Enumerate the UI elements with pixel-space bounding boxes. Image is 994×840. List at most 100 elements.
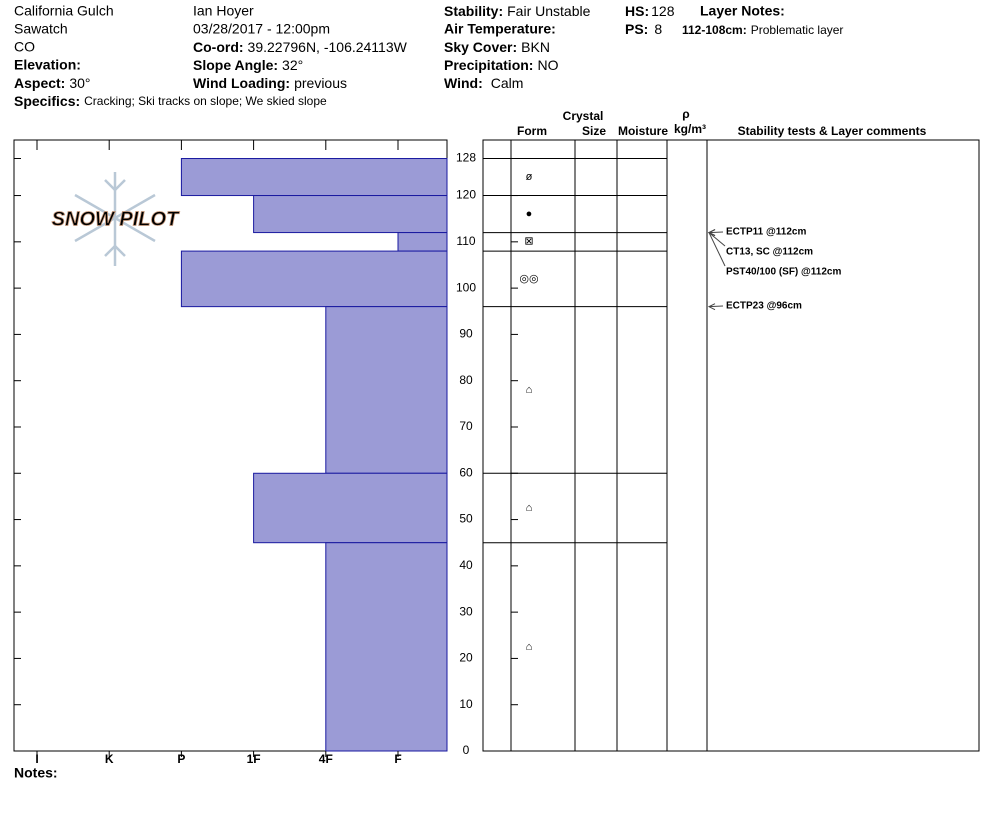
label: Sky Cover: — [444, 39, 517, 55]
hardness-label: P — [177, 752, 185, 766]
aspect: Aspect: 30° — [14, 75, 91, 91]
column-lines — [510, 140, 708, 751]
y-tick-label: 110 — [456, 234, 475, 248]
value: Cracking; Ski tracks on slope; We skied … — [84, 94, 327, 108]
hardness-bar — [180, 250, 448, 308]
y-tick-label: 0 — [463, 743, 470, 757]
observer: Ian Hoyer — [193, 3, 254, 19]
y-tick-label: 30 — [459, 604, 473, 618]
label: PS: — [625, 21, 648, 37]
wind: Wind: Calm — [444, 75, 523, 91]
hardness-bar — [325, 542, 448, 752]
logo-flake — [74, 172, 156, 266]
y-tick-label: 120 — [456, 188, 476, 202]
y-tick-label: 70 — [459, 419, 473, 433]
hardness-label: I — [35, 752, 38, 766]
state: CO — [14, 39, 35, 55]
range: Sawatch — [14, 21, 68, 37]
crystal-form: ⌂ — [526, 384, 533, 396]
crystal-form: ● — [526, 208, 533, 220]
y-tick-label: 10 — [459, 697, 473, 711]
label: Stability: — [444, 3, 503, 19]
stability-test: ECTP11 @112cm — [726, 227, 806, 238]
crystal-form: ⊠ — [524, 236, 533, 248]
arrow-head — [707, 229, 716, 237]
value: BKN — [521, 39, 550, 55]
test-arrow — [708, 305, 724, 308]
note: Problematic layer — [751, 23, 844, 37]
test-arrow — [708, 231, 724, 234]
specifics: Specifics: Cracking; Ski tracks on slope;… — [14, 93, 327, 109]
value: 30° — [69, 75, 90, 91]
hardness-label: K — [105, 752, 114, 766]
elevation-label: Elevation: — [14, 57, 81, 73]
stability-test: ECTP23 @96cm — [726, 301, 802, 312]
value: 39.22796N, -106.24113W — [248, 39, 408, 55]
y-tick-label: 60 — [459, 465, 473, 479]
layer-notes-label: Layer Notes: — [700, 3, 785, 19]
precipitation: Precipitation: NO — [444, 57, 559, 73]
label: Wind: — [444, 75, 483, 91]
value: previous — [294, 75, 347, 91]
value: NO — [537, 57, 558, 73]
hardness-label: 1F — [247, 752, 261, 766]
crystal-form: ◎◎ — [519, 273, 538, 285]
label: Precipitation: — [444, 57, 533, 73]
notes-label: Notes: — [14, 765, 58, 781]
location: California Gulch — [14, 3, 114, 19]
wind-loading: Wind Loading: previous — [193, 75, 347, 91]
crystal-form: ⌂ — [526, 641, 533, 653]
hardness-bar — [180, 158, 448, 197]
crystal-form: ø — [526, 171, 533, 183]
air-temperature: Air Temperature: — [444, 21, 556, 37]
stability: Stability: Fair Unstable — [444, 3, 591, 19]
layers-frame — [482, 139, 980, 752]
datetime: 03/28/2017 - 12:00pm — [193, 21, 330, 37]
y-tick-label: 50 — [459, 512, 473, 526]
value: 8 — [654, 21, 662, 37]
test-arrow — [708, 232, 726, 247]
comments-header: Stability tests & Layer comments — [738, 124, 927, 138]
value: 128 — [651, 3, 675, 19]
stability-test: PST40/100 (SF) @112cm — [726, 267, 841, 278]
slope-angle: Slope Angle: 32° — [193, 57, 303, 73]
label: Specifics: — [14, 93, 80, 109]
bars — [180, 158, 448, 752]
label: Wind Loading: — [193, 75, 290, 91]
hs: HS: 128 — [625, 3, 675, 19]
value: Calm — [491, 75, 524, 91]
test-arrow — [708, 232, 726, 267]
hardness-bar — [325, 306, 448, 474]
hardness-bar — [253, 472, 448, 544]
y-tick-label: 80 — [459, 373, 473, 387]
density-unit: kg/m³ — [674, 122, 706, 136]
label: Co-ord: — [193, 39, 244, 55]
layer-note: 112-108cm: Problematic layer — [682, 23, 843, 37]
form-header: Form — [517, 124, 547, 138]
stability-test: CT13, SC @112cm — [726, 247, 813, 258]
hardness-label: 4F — [319, 752, 333, 766]
moisture-header: Moisture — [618, 124, 668, 138]
ps: PS: 8 — [625, 21, 662, 37]
hardness-bar — [253, 195, 448, 234]
coord: Co-ord: 39.22796N, -106.24113W — [193, 39, 408, 55]
y-tick-label: 128 — [456, 151, 476, 165]
sky-cover: Sky Cover: BKN — [444, 39, 550, 55]
y-tick-label: 20 — [459, 651, 473, 665]
value: Fair Unstable — [507, 3, 590, 19]
y-tick-label: 100 — [456, 280, 476, 294]
crystal-header: Crystal — [563, 109, 604, 123]
label: HS: — [625, 3, 649, 19]
crystal-form: ⌂ — [526, 502, 533, 514]
hardness-label: F — [394, 752, 401, 766]
range: 112-108cm: — [682, 23, 747, 37]
hardness-bar — [397, 232, 448, 252]
label: Aspect: — [14, 75, 65, 91]
label: Slope Angle: — [193, 57, 278, 73]
y-tick-label: 90 — [459, 327, 473, 341]
logo: SNOW PILOT — [52, 208, 180, 230]
density-header: ρ — [682, 107, 689, 121]
value: 32° — [282, 57, 303, 73]
